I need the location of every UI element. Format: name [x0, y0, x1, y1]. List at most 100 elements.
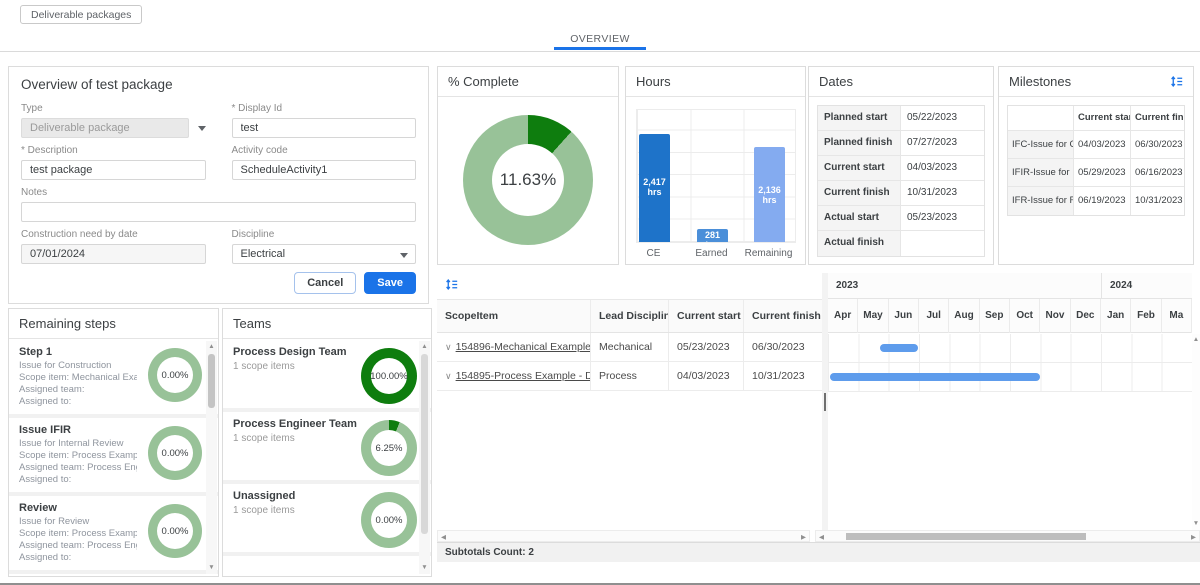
- chevron-down-icon[interactable]: ∨: [445, 342, 452, 352]
- milestones-header-start[interactable]: Current start: [1074, 106, 1131, 130]
- remaining-step-card[interactable]: Step 1 Issue for Construction Scope item:…: [9, 340, 218, 418]
- team-scope-count: 1 scope items: [233, 505, 295, 516]
- gantt-section: ScopeItem Lead Discipline Current start …: [437, 273, 1200, 563]
- milestone-start: 06/19/2023: [1074, 187, 1131, 215]
- discipline-select[interactable]: Electrical: [231, 244, 416, 264]
- column-header-lead-discipline[interactable]: Lead Discipline: [591, 300, 669, 332]
- date-value: 05/22/2023: [907, 112, 958, 123]
- step-detail-line: Assigned to:: [19, 396, 72, 407]
- date-value: 07/27/2023: [907, 137, 958, 148]
- step-progress-donut: 0.00%: [148, 348, 202, 402]
- table-horizontal-scrollbar[interactable]: ◀ ▶: [437, 530, 810, 542]
- step-detail-line: Assigned team:: [19, 384, 85, 395]
- scroll-up-icon[interactable]: ▲: [1192, 336, 1200, 343]
- teams-scrollbar[interactable]: ▲ ▼: [419, 341, 430, 574]
- splitter[interactable]: [822, 273, 828, 530]
- date-value: 04/03/2023: [907, 162, 958, 173]
- notes-label: Notes: [21, 187, 48, 198]
- bar-value-label: 281hrs: [704, 230, 721, 242]
- activity-code-input[interactable]: [231, 160, 416, 180]
- scroll-left-icon[interactable]: ◀: [819, 534, 824, 541]
- cell-current-finish: 06/30/2023: [752, 341, 805, 353]
- timeline-month: Sep: [980, 299, 1010, 333]
- timeline-canvas: [828, 334, 1192, 530]
- team-card[interactable]: Process Design Team 1 scope items 100.00…: [223, 340, 431, 412]
- display-id-label: * Display Id: [231, 103, 283, 114]
- timeline-years-row: 2023 2024: [828, 273, 1192, 299]
- timeline-grid: [828, 334, 1192, 392]
- percent-complete-panel: % Complete 11.63%: [437, 66, 619, 265]
- remaining-step-card[interactable]: Review Issue for Review Scope item: Proce…: [9, 496, 218, 574]
- column-header-current-finish[interactable]: Current finish: [752, 310, 821, 322]
- step-name: Issue IFIR: [19, 424, 71, 436]
- team-card[interactable]: Process Engineer Team 1 scope items 6.25…: [223, 412, 431, 484]
- date-label: Planned finish: [818, 131, 901, 155]
- chevron-down-icon[interactable]: ∨: [445, 371, 452, 381]
- timeline-horizontal-scrollbar[interactable]: ◀ ▶: [815, 530, 1200, 542]
- step-detail-line: Scope item: Process Exampl...: [19, 450, 137, 461]
- milestones-header-finish[interactable]: Current finish: [1135, 112, 1184, 123]
- step-details: Issue for Review Scope item: Process Exam…: [19, 516, 208, 564]
- gantt-toolbar: [437, 273, 822, 299]
- team-card[interactable]: Unassigned 1 scope items 0.00%: [223, 484, 431, 556]
- scroll-down-icon[interactable]: ▼: [208, 564, 215, 571]
- milestone-finish: 10/31/2023: [1135, 195, 1183, 206]
- milestone-row: IFIR-Issue for Inte... 05/29/2023 06/16/…: [1008, 159, 1184, 187]
- step-progress-donut: 0.00%: [148, 426, 202, 480]
- cell-lead-discipline: Process: [591, 362, 669, 390]
- cancel-button[interactable]: Cancel: [294, 272, 357, 294]
- scroll-down-icon[interactable]: ▼: [421, 564, 428, 571]
- scroll-right-icon[interactable]: ▶: [1191, 534, 1196, 541]
- step-details: Issue for Construction Scope item: Mechan…: [19, 360, 208, 408]
- remaining-step-card[interactable]: Issue IFIR Issue for Internal Review Scop…: [9, 418, 218, 496]
- form-title: Overview of test package: [21, 77, 173, 92]
- deliverable-packages-button[interactable]: Deliverable packages: [20, 5, 143, 24]
- save-button[interactable]: Save: [364, 272, 416, 294]
- scopeitem-link[interactable]: 154895-Process Example - Doc 4: [455, 370, 590, 382]
- gantt-vertical-scrollbar[interactable]: ▲ ▼: [1192, 334, 1200, 530]
- team-progress-donut: 100.00%: [361, 348, 417, 404]
- subtotals-status-bar: Subtotals Count: 2: [437, 542, 1200, 562]
- notes-field: Notes: [21, 187, 416, 222]
- tab-overview[interactable]: OVERVIEW: [554, 28, 646, 50]
- timeline-year-2023: 2023: [836, 280, 859, 291]
- dates-panel: Dates Planned start 05/22/2023 Planned f…: [808, 66, 994, 265]
- step-detail-line: Issue for Internal Review: [19, 438, 124, 449]
- timeline-months-row: Apr May Jun Jul Aug Sep Oct Nov Dec Jan Feb Ma: [828, 299, 1192, 333]
- table-settings-icon[interactable]: [445, 278, 458, 291]
- remaining-step-card[interactable]: Issue IFR Issue for Review 0.00%: [9, 574, 218, 576]
- type-select[interactable]: Deliverable package: [21, 118, 189, 138]
- scrollbar-thumb[interactable]: [846, 533, 1086, 540]
- timeline-month: Dec: [1071, 299, 1101, 333]
- column-header-scopeitem[interactable]: ScopeItem: [437, 300, 591, 332]
- chevron-down-icon[interactable]: [197, 125, 206, 131]
- date-label: Planned start: [818, 106, 901, 130]
- step-percent: 0.00%: [157, 357, 193, 393]
- step-details: Issue for Internal Review Scope item: Pro…: [19, 438, 208, 486]
- scopeitem-link[interactable]: 154896-Mechanical Example: [455, 341, 591, 353]
- gantt-table-row[interactable]: ∨ 154896-Mechanical Example Mechanical 05…: [437, 333, 822, 362]
- timeline-month: Nov: [1040, 299, 1071, 333]
- notes-input[interactable]: [21, 202, 416, 222]
- gantt-table-row[interactable]: ∨154895-Process Example - Doc 4 Process …: [437, 362, 822, 391]
- remaining-steps-scrollbar[interactable]: ▲ ▼: [206, 341, 217, 574]
- scroll-up-icon[interactable]: ▲: [421, 343, 428, 350]
- table-settings-icon[interactable]: [1170, 75, 1183, 88]
- scrollbar-thumb[interactable]: [208, 354, 215, 408]
- scrollbar-thumb[interactable]: [421, 354, 428, 534]
- display-id-input[interactable]: [231, 118, 416, 138]
- gantt-bar[interactable]: [829, 373, 1041, 381]
- remaining-steps-title: Remaining steps: [9, 309, 218, 339]
- dates-title: Dates: [809, 67, 993, 97]
- description-input[interactable]: [21, 160, 206, 180]
- column-header-current-start[interactable]: Current start: [669, 300, 744, 332]
- discipline-value: Electrical: [240, 248, 286, 260]
- construction-date-input[interactable]: [21, 244, 206, 264]
- scroll-up-icon[interactable]: ▲: [208, 343, 215, 350]
- scroll-right-icon[interactable]: ▶: [801, 534, 806, 541]
- splitter-handle[interactable]: [824, 393, 826, 411]
- scroll-left-icon[interactable]: ◀: [441, 534, 446, 541]
- dates-row: Current start 04/03/2023: [818, 156, 984, 181]
- scroll-down-icon[interactable]: ▼: [1192, 520, 1200, 527]
- gantt-bar[interactable]: [879, 344, 919, 352]
